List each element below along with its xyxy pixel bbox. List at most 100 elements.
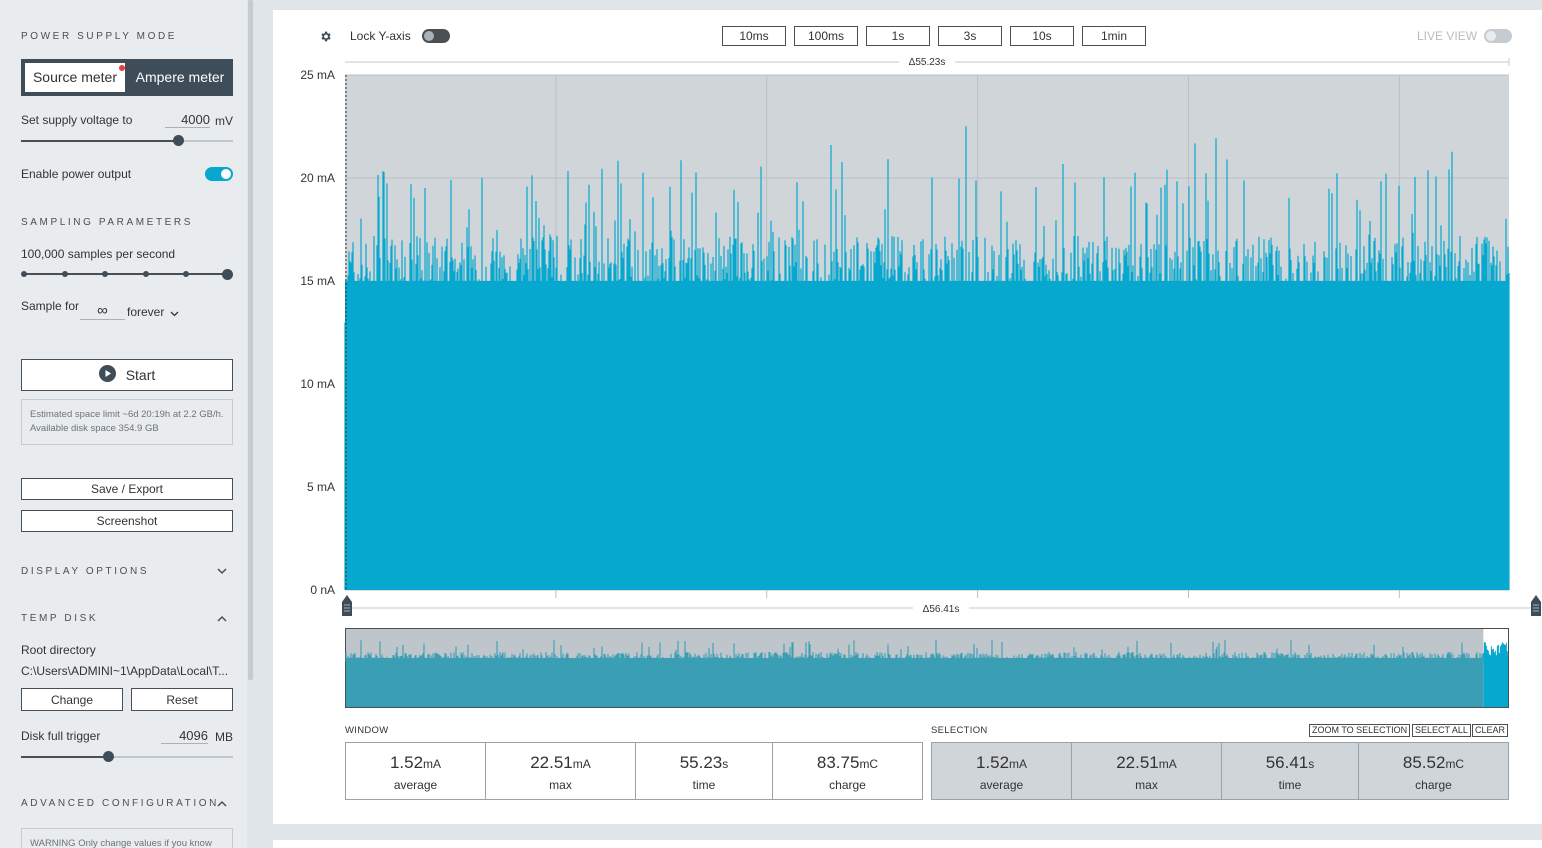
window-stat-max-value: 22.51mA: [530, 753, 591, 772]
window-stat-charge-value: 83.75mC: [816, 753, 879, 772]
sample-for-unit: forever: [127, 305, 165, 319]
sample-for-dropdown[interactable]: forever: [127, 305, 179, 320]
screenshot-button[interactable]: Screenshot: [21, 510, 233, 532]
window-stats: 1.52mA average 22.51mA max 55.23s time 83.75mC…: [345, 742, 923, 800]
selection-stat-max-value: 22.51mA: [1116, 753, 1177, 772]
window-stat-average-label: average: [393, 778, 438, 792]
minimap-selection[interactable]: [1483, 656, 1508, 707]
ampere-meter-button[interactable]: Ampere meter: [135, 69, 225, 85]
lock-y-axis-label: Lock Y-axis: [350, 29, 411, 43]
right-range-handle[interactable]: [1531, 595, 1541, 616]
sampling-parameters-title: SAMPLING PARAMETERS: [21, 217, 194, 228]
enable-output-label: Enable power output: [21, 167, 132, 181]
window-stat-average: 1.52mA average: [346, 743, 486, 799]
sample-for-input[interactable]: ∞: [80, 302, 125, 320]
sample-rate-label: 100,000 samples per second: [21, 247, 176, 261]
gear-icon[interactable]: [319, 30, 332, 48]
sample-rate-tick[interactable]: [102, 271, 109, 277]
start-label: Start: [125, 367, 156, 383]
temp-disk-title[interactable]: TEMP DISK: [21, 613, 99, 624]
disk-trigger-slider[interactable]: [21, 756, 233, 758]
y-tick-label: 25 mA: [300, 68, 335, 82]
total-span-label: Δ56.41s: [923, 604, 960, 615]
power-supply-mode-title: POWER SUPPLY MODE: [21, 31, 178, 42]
selection-stat-charge-label: charge: [1415, 778, 1452, 792]
selection-stat-average-value: 1.52mA: [975, 753, 1028, 772]
window-stat-time-value: 55.23s: [679, 753, 729, 772]
window-stat-average-value: 1.52mA: [389, 753, 442, 772]
range-button-10s[interactable]: 10s: [1010, 26, 1074, 46]
supply-voltage-input[interactable]: [165, 111, 210, 128]
reset-directory-button[interactable]: Reset: [131, 688, 233, 711]
sample-rate-slider[interactable]: [24, 273, 227, 275]
select-all-button[interactable]: SELECT ALL: [1412, 724, 1471, 737]
selection-stat-time: 56.41s time: [1222, 743, 1359, 799]
chevron-up-icon[interactable]: [217, 800, 227, 809]
supply-voltage-slider[interactable]: [21, 140, 233, 142]
range-button-1s[interactable]: 1s: [866, 26, 930, 46]
chevron-down-icon[interactable]: [217, 568, 227, 577]
selection-stat-max-label: max: [1135, 778, 1158, 792]
sidebar: POWER SUPPLY MODE Source meter Ampere me…: [0, 0, 247, 848]
minimap-series: [345, 640, 1484, 662]
window-stat-max: 22.51mA max: [486, 743, 636, 799]
root-directory-label: Root directory: [21, 643, 96, 657]
range-button-100ms[interactable]: 100ms: [794, 26, 858, 46]
selection-stat-average: 1.52mA average: [932, 743, 1072, 799]
range-button-1min[interactable]: 1min: [1082, 26, 1146, 46]
disk-trigger-thumb[interactable]: [102, 751, 114, 762]
advanced-warning: WARNING Only change values if you know: [21, 828, 233, 848]
minimap[interactable]: [345, 628, 1509, 708]
selection-stat-time-value: 56.41s: [1265, 753, 1315, 772]
chevron-up-icon[interactable]: [217, 615, 227, 624]
current-chart[interactable]: Δ55.23s 25 mA 20 mA 15 mA 10 mA 5 mA 0 nA Δ56.4…: [273, 50, 1542, 625]
save-export-button[interactable]: Save / Export: [21, 478, 233, 500]
window-span-label: Δ55.23s: [909, 57, 946, 68]
change-directory-button[interactable]: Change: [21, 688, 123, 711]
chevron-down-icon: [170, 306, 179, 320]
y-tick-label: 0 nA: [310, 583, 335, 597]
window-stat-time-label: time: [692, 778, 716, 792]
start-button[interactable]: Start: [21, 359, 233, 391]
live-view-label: LIVE VIEW: [1417, 29, 1478, 43]
source-meter-button[interactable]: Source meter: [25, 63, 125, 92]
sample-rate-thumb[interactable]: [221, 268, 233, 280]
selection-stat-max: 22.51mA max: [1072, 743, 1222, 799]
y-tick-label: 10 mA: [300, 377, 335, 391]
disk-estimate-info: Estimated space limit ~6d 20:19h at 2.2 …: [21, 399, 233, 445]
selection-stats: 1.52mA average 22.51mA max 56.41s time 85.52mC…: [931, 742, 1509, 800]
selection-stat-average-label: average: [979, 778, 1024, 792]
sample-rate-tick[interactable]: [183, 271, 190, 277]
window-stat-max-label: max: [549, 778, 572, 792]
y-tick-label: 20 mA: [300, 171, 335, 185]
disk-full-trigger-unit: MB: [215, 730, 233, 744]
left-range-handle[interactable]: [342, 595, 352, 616]
zoom-to-selection-button[interactable]: ZOOM TO SELECTION: [1309, 724, 1411, 737]
clear-selection-button[interactable]: CLEAR: [1472, 724, 1509, 737]
lock-y-axis-toggle[interactable]: [422, 29, 450, 43]
selection-title: SELECTION: [931, 725, 988, 736]
y-tick-label: 5 mA: [307, 480, 335, 494]
live-view-toggle[interactable]: [1484, 29, 1512, 43]
disk-full-trigger-input[interactable]: [161, 727, 208, 744]
window-stat-charge: 83.75mC charge: [773, 743, 922, 799]
sample-rate-tick[interactable]: [142, 271, 149, 277]
advanced-configuration-title[interactable]: ADVANCED CONFIGURATION: [21, 798, 219, 809]
sidebar-scrollbar[interactable]: [248, 0, 253, 680]
supply-voltage-thumb[interactable]: [172, 135, 184, 146]
y-tick-label: 15 mA: [300, 274, 335, 288]
selection-stat-time-label: time: [1278, 778, 1302, 792]
range-button-3s[interactable]: 3s: [938, 26, 1002, 46]
window-stat-time: 55.23s time: [636, 743, 773, 799]
sample-for-label: Sample for: [21, 299, 80, 313]
current-series-line: [344, 126, 1510, 590]
enable-output-toggle[interactable]: [205, 167, 233, 181]
supply-voltage-label: Set supply voltage to: [21, 113, 133, 127]
sample-rate-tick[interactable]: [21, 271, 27, 277]
selection-stat-charge-value: 85.52mC: [1402, 753, 1465, 772]
display-options-title[interactable]: DISPLAY OPTIONS: [21, 566, 150, 577]
sample-rate-tick[interactable]: [61, 271, 68, 277]
range-button-10ms[interactable]: 10ms: [722, 26, 786, 46]
secondary-panel: [273, 840, 1542, 848]
window-stat-charge-label: charge: [829, 778, 866, 792]
